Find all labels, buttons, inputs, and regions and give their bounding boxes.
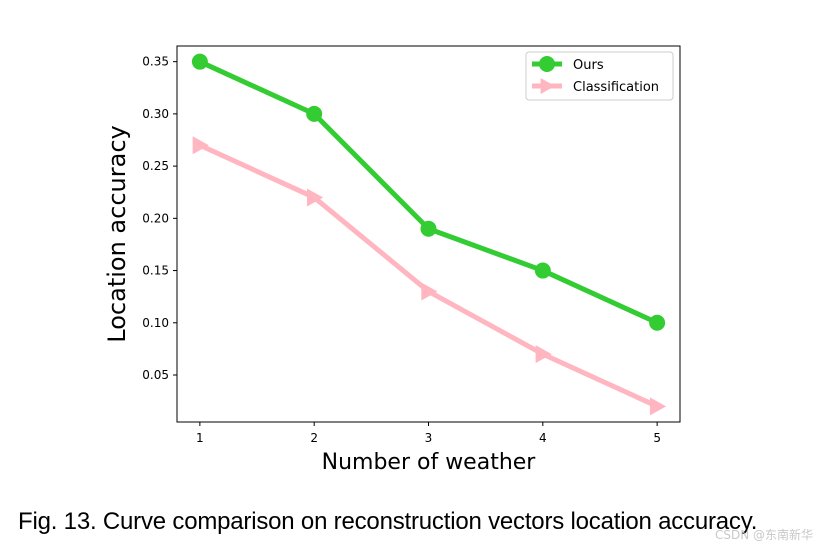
legend-label-classification: Classification xyxy=(573,80,659,95)
data-point-classification xyxy=(306,188,324,207)
y-axis-label: Location accuracy xyxy=(103,125,131,342)
x-tick-label: 5 xyxy=(653,431,661,445)
legend-box xyxy=(525,51,674,101)
data-point-ours xyxy=(649,314,666,331)
series-line-ours xyxy=(197,59,660,326)
line-chart: 0.05 0.10 0.15 0.20 0.25 0.30 0.35 1 2 3 4 5 Number … xyxy=(103,45,681,475)
figure-caption: Fig. 13. Curve comparison on reconstruct… xyxy=(18,508,758,535)
data-point-ours xyxy=(191,53,208,70)
y-tick-label: 0.20 xyxy=(142,211,169,225)
y-tick-label: 0.25 xyxy=(142,159,169,173)
y-tick-label: 0.05 xyxy=(142,368,169,382)
data-point-classification xyxy=(421,282,438,301)
data-point-classification xyxy=(535,345,552,364)
legend-marker-ours xyxy=(539,56,555,72)
x-tick-label: 3 xyxy=(425,431,433,445)
legend-label-ours: Ours xyxy=(573,58,604,73)
data-point-ours xyxy=(534,262,551,279)
x-axis-label: Number of weather xyxy=(322,450,537,475)
x-tick-label: 2 xyxy=(310,431,318,445)
y-tick-label: 0.35 xyxy=(142,55,169,69)
data-point-ours xyxy=(420,220,437,237)
x-tick-label: 1 xyxy=(196,431,204,445)
data-point-ours xyxy=(306,105,323,122)
legend-marker-classification xyxy=(540,78,555,94)
y-tick-label: 0.10 xyxy=(142,316,169,330)
y-tick-label: 0.30 xyxy=(142,107,169,121)
watermark: CSDN @东南新华 xyxy=(714,528,813,542)
data-point-classification xyxy=(649,397,667,416)
y-tick-label: 0.15 xyxy=(142,264,169,278)
data-point-classification xyxy=(192,136,209,155)
x-tick-label: 4 xyxy=(539,431,547,445)
series-line-classification xyxy=(197,142,660,409)
